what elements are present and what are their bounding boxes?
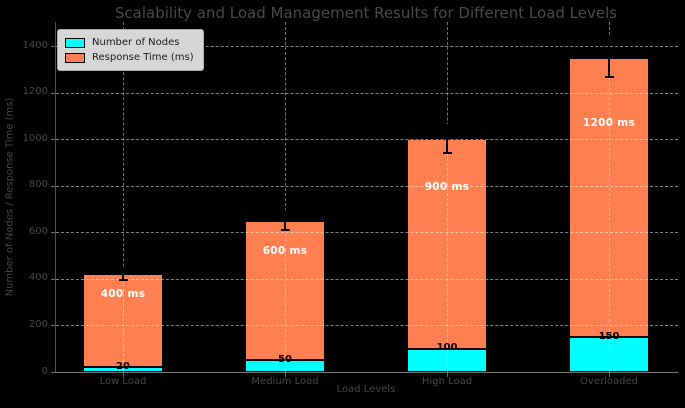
legend-item: Response Time (ms) [65, 50, 194, 65]
y-tick-label: 1200 [22, 86, 48, 98]
y-tick-mark [51, 185, 55, 187]
node-count-label: 20 [116, 360, 130, 372]
bar-segment-response [83, 274, 163, 368]
gridline-horizontal [56, 92, 678, 94]
bar-segment-nodes [245, 360, 325, 372]
gridline-vertical [285, 22, 286, 372]
y-tick-mark [51, 46, 55, 47]
legend-label: Number of Nodes [92, 37, 180, 48]
error-bar-cap-top [280, 210, 290, 213]
bar-segment-nodes [569, 337, 649, 372]
response-time-label: 900 ms [424, 181, 470, 193]
x-tick-mark [123, 373, 124, 377]
gridline-vertical [447, 22, 448, 372]
y-tick-mark [51, 232, 55, 234]
gridline-horizontal [56, 185, 678, 187]
x-tick-mark [447, 373, 448, 377]
y-tick-label: 0 [41, 365, 48, 377]
legend-label: Response Time (ms) [92, 52, 194, 63]
error-bar [446, 125, 448, 154]
error-bar-cap-bottom [442, 152, 452, 155]
y-axis-spine [55, 22, 56, 373]
error-bar [608, 37, 610, 78]
error-bar [122, 268, 124, 280]
y-tick-label: 600 [28, 225, 48, 237]
y-tick-mark [51, 139, 55, 141]
bar-segment-response [569, 57, 649, 337]
response-time-label: 1200 ms [582, 116, 636, 129]
x-axis-label: Load Levels [336, 384, 396, 395]
legend-swatch-icon [65, 52, 85, 63]
y-axis-label: Number of Nodes / Response Time (ms) [4, 97, 16, 297]
y-tick-label: 800 [28, 179, 48, 191]
bar-segment-response [407, 139, 487, 349]
gridline-horizontal [56, 46, 678, 47]
y-tick-mark [51, 278, 55, 280]
error-bar-cap-bottom [280, 229, 290, 231]
x-tick-mark [609, 373, 610, 377]
gridline-vertical [123, 22, 124, 372]
x-tick-mark [285, 373, 286, 377]
y-tick-mark [51, 372, 55, 373]
gridline-horizontal [56, 325, 678, 327]
legend-item: Number of Nodes [65, 35, 194, 50]
legend: Number of Nodes Response Time (ms) [57, 29, 204, 71]
gridline-horizontal [56, 232, 678, 234]
y-tick-label: 200 [28, 318, 48, 330]
node-count-label: 150 [598, 330, 620, 342]
y-tick-mark [51, 92, 55, 94]
error-bar-cap-top [442, 124, 452, 127]
error-bar-cap-top [118, 267, 128, 270]
gridline-vertical [609, 22, 610, 372]
error-bar-cap-bottom [604, 76, 614, 79]
error-bar-cap-bottom [118, 279, 128, 281]
y-tick-label: 400 [28, 272, 48, 284]
x-tick-label: Low Load [99, 376, 147, 387]
gridline-horizontal [56, 278, 678, 280]
chart-title: Scalability and Load Management Results … [114, 4, 618, 22]
error-bar [284, 211, 286, 230]
y-tick-label: 1400 [22, 39, 48, 51]
x-axis-spine [55, 372, 678, 373]
response-time-label: 400 ms [100, 287, 146, 300]
x-tick-label: Medium Load [251, 376, 319, 387]
bar-segment-nodes [407, 348, 487, 372]
bar-segment-nodes [83, 367, 163, 372]
node-count-label: 50 [278, 353, 292, 365]
legend-swatch-icon [65, 37, 85, 48]
gridline-horizontal [56, 139, 678, 141]
response-time-label: 600 ms [262, 245, 308, 258]
node-count-label: 100 [436, 342, 458, 354]
y-tick-mark [51, 325, 55, 327]
x-tick-label: Overloaded [580, 376, 638, 387]
error-bar-cap-top [604, 36, 614, 39]
x-tick-label: High Load [421, 376, 473, 387]
y-tick-label: 1000 [22, 132, 48, 144]
